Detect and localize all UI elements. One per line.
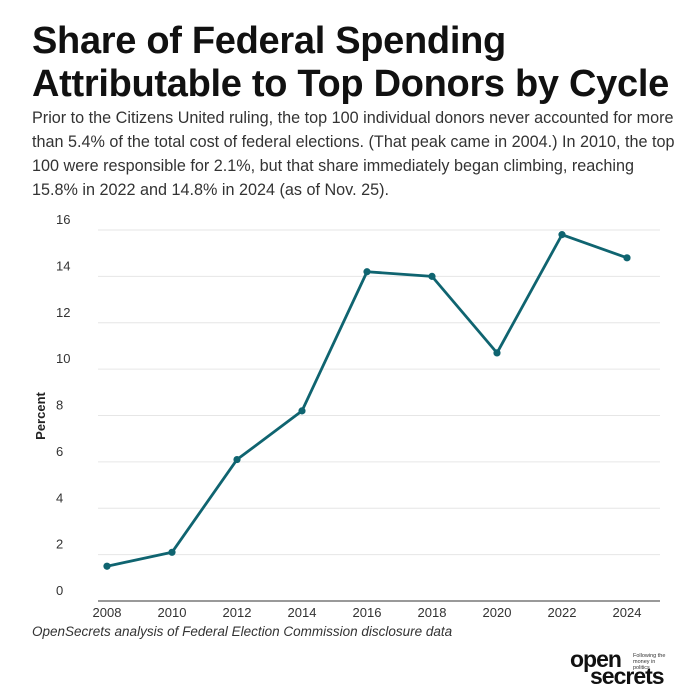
x-tick-label: 2018 — [418, 605, 447, 620]
data-point-2016[interactable] — [363, 268, 371, 276]
y-tick-label: 4 — [56, 490, 63, 505]
chart-caption: OpenSecrets analysis of Federal Election… — [32, 624, 453, 639]
data-point-2008[interactable] — [103, 562, 111, 570]
logo-open: open — [570, 646, 622, 672]
x-tick-label: 2012 — [223, 605, 252, 620]
opensecrets-logo[interactable]: open Following the money in politics sec… — [570, 646, 680, 690]
chart-subtitle: Prior to the Citizens United ruling, the… — [32, 109, 675, 199]
data-point-2014[interactable] — [298, 407, 306, 415]
data-point-2022[interactable] — [558, 231, 566, 239]
logo-tagline: Following the money in politics — [633, 653, 666, 671]
x-tick-label: 2016 — [353, 605, 382, 620]
y-tick-label: 12 — [56, 305, 70, 320]
x-tick-labels: 2008 2010 2012 2014 2016 2018 2020 2022 2024 — [93, 605, 642, 620]
y-tick-label: 2 — [56, 537, 63, 552]
data-points — [103, 231, 631, 570]
y-tick-label: 10 — [56, 351, 70, 366]
y-tick-label: 0 — [56, 583, 63, 598]
chart-title: Share of Federal Spending Attributable t… — [32, 20, 669, 105]
series — [106, 233, 628, 568]
data-point-2012[interactable] — [233, 455, 241, 464]
y-tick-label: 8 — [56, 398, 63, 413]
x-tick-label: 2008 — [93, 605, 122, 620]
y-tick-label: 14 — [56, 258, 70, 273]
x-tick-label: 2010 — [158, 605, 187, 620]
x-tick-label: 2014 — [288, 605, 317, 620]
y-tick-label: 6 — [56, 444, 63, 459]
data-point-2020[interactable] — [493, 349, 501, 357]
y-tick-label: 16 — [56, 212, 70, 227]
data-point-2010[interactable] — [168, 548, 176, 556]
series-line-0 — [106, 233, 628, 568]
data-point-2018[interactable] — [428, 272, 436, 280]
gridlines — [98, 229, 660, 556]
data-point-2024[interactable] — [623, 254, 631, 262]
y-tick-labels: 0 2 4 6 8 10 12 14 16 — [56, 212, 70, 598]
x-tick-label: 2022 — [548, 605, 577, 620]
logo-secrets: secrets — [590, 663, 665, 689]
x-tick-label: 2020 — [483, 605, 512, 620]
x-tick-label: 2024 — [613, 605, 642, 620]
y-axis-label: Percent — [33, 391, 48, 439]
